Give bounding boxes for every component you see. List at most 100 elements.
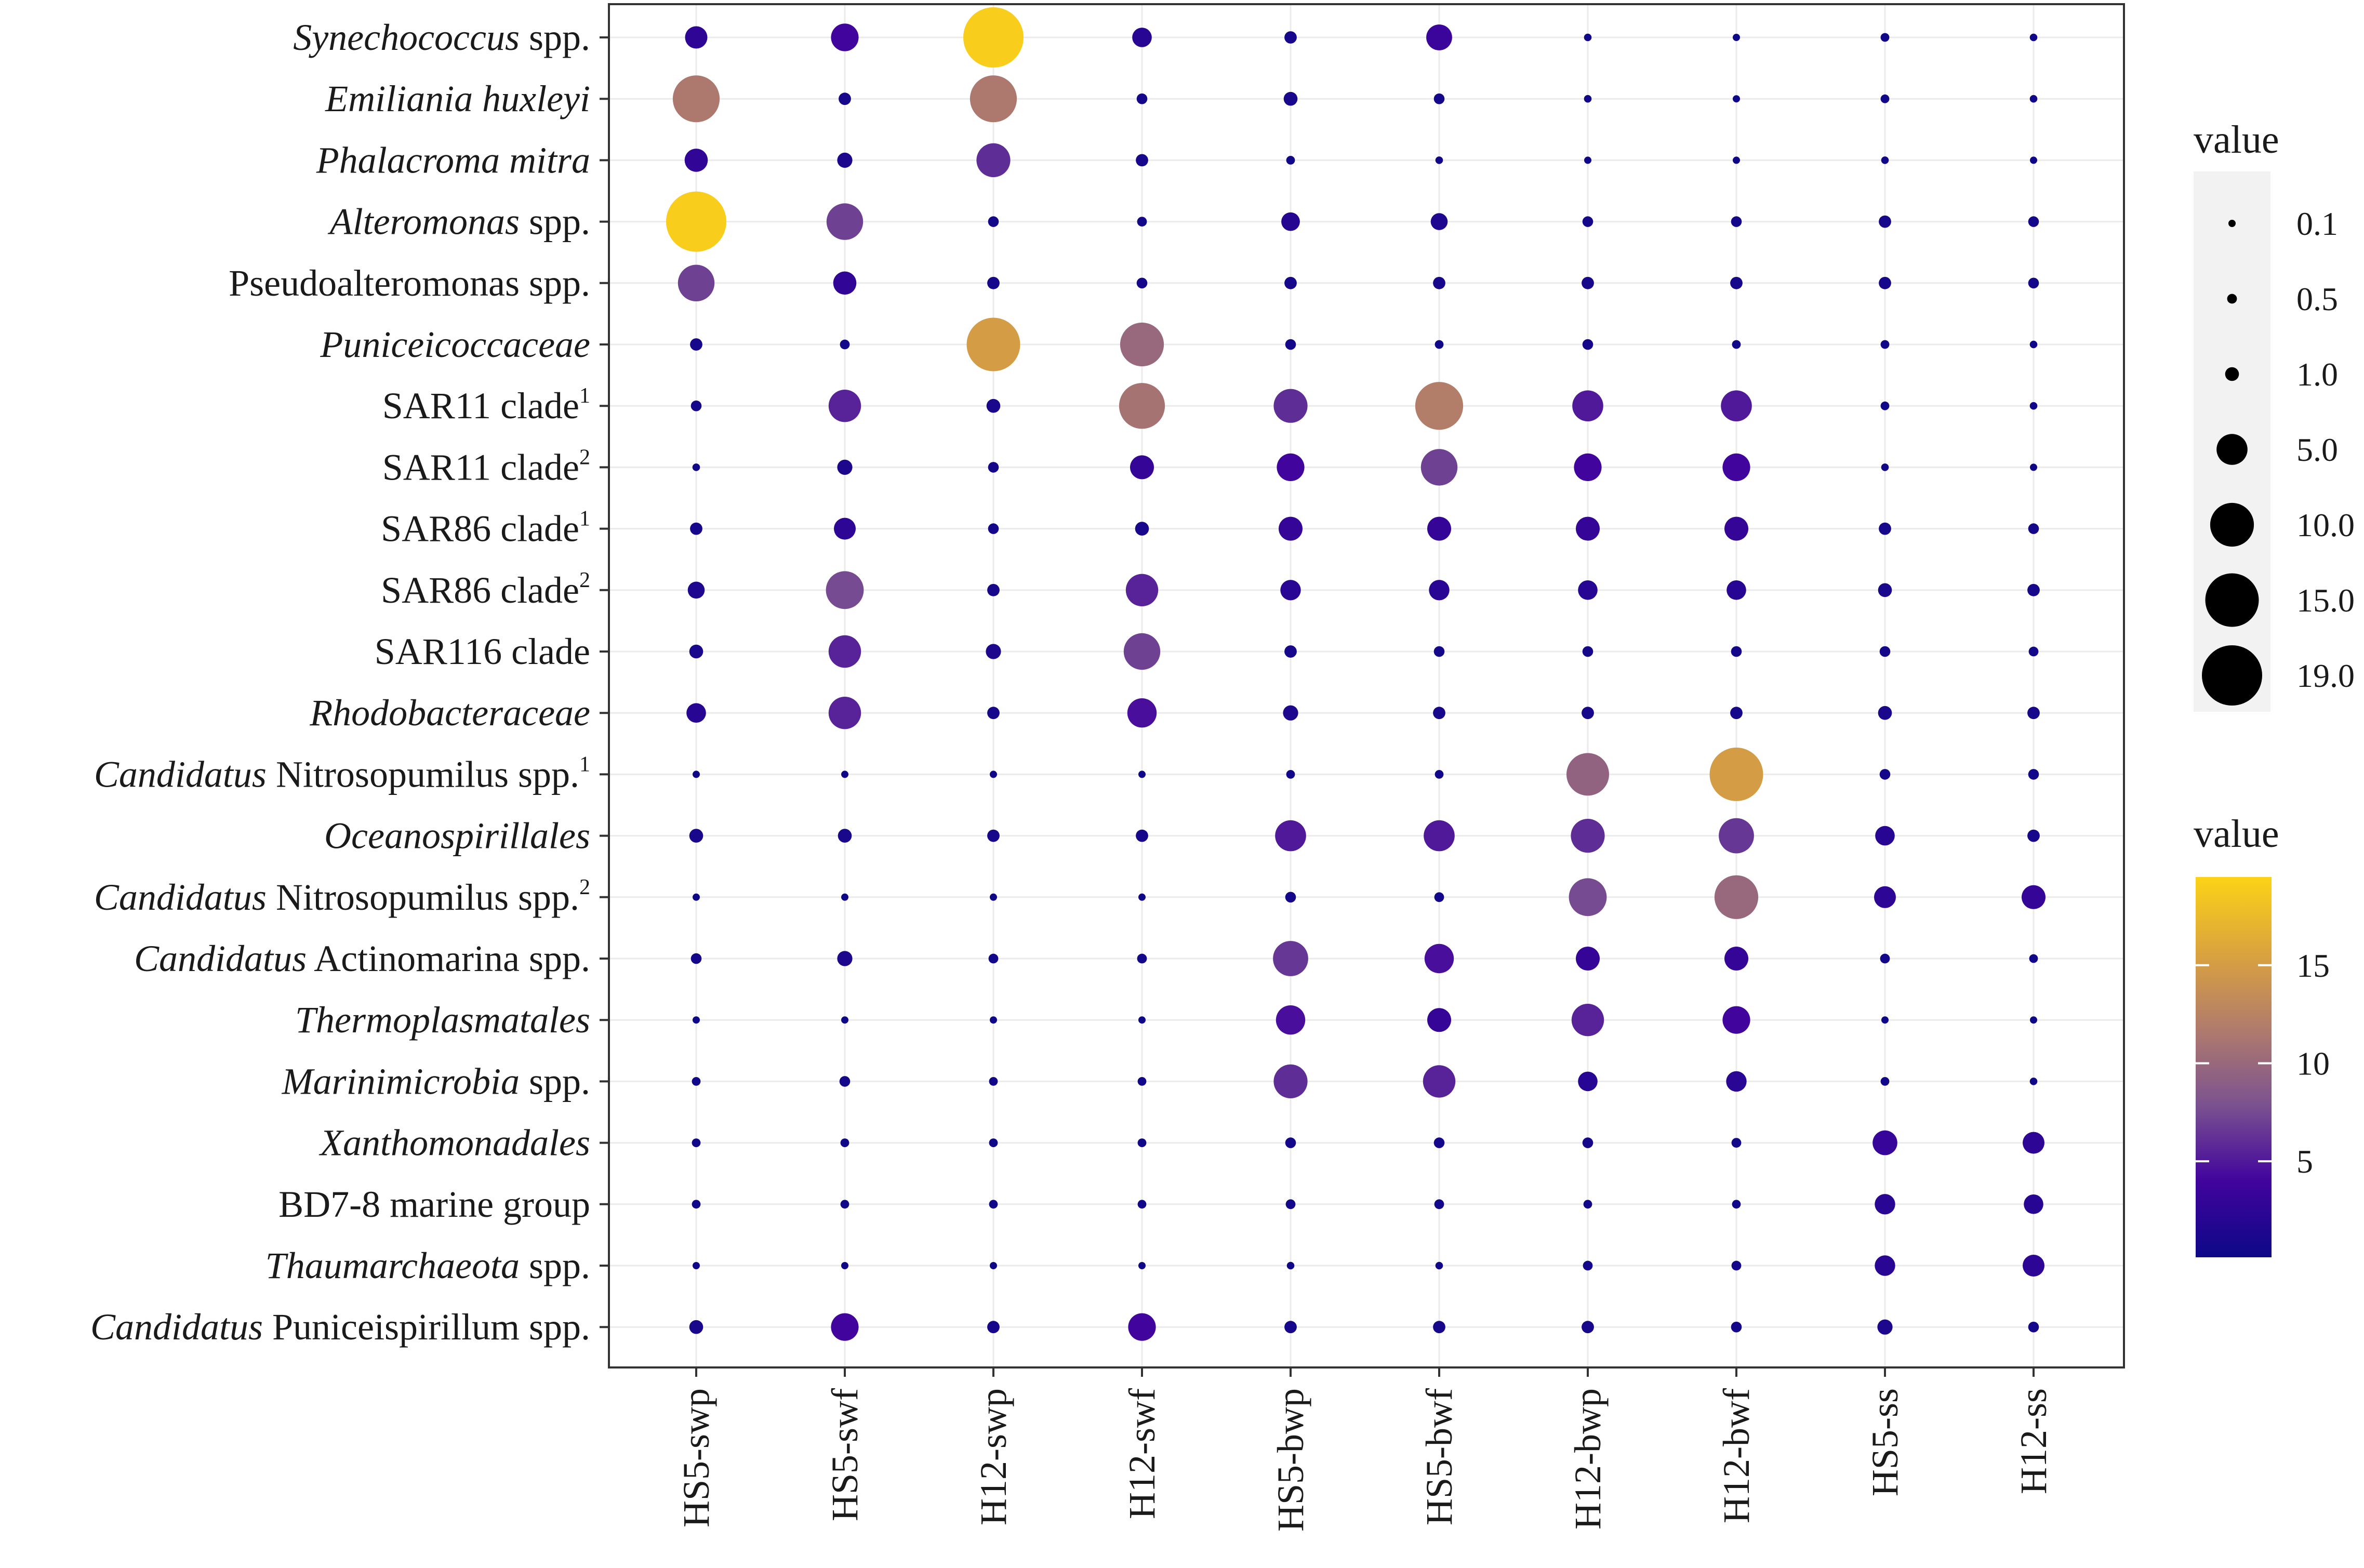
bubble-point — [1733, 34, 1740, 41]
bubble-point — [1733, 156, 1740, 164]
bubble-point — [1433, 646, 1445, 657]
bubble-point — [1285, 892, 1296, 903]
bubble-point — [1582, 1321, 1594, 1334]
bubble-point — [1127, 698, 1157, 728]
bubble-point — [1875, 826, 1895, 846]
bubble-point — [1566, 753, 1609, 796]
bubble-point — [841, 1016, 848, 1024]
bubble-point — [987, 829, 1000, 842]
bubble-point — [1136, 93, 1148, 104]
y-tick-label: Candidatus Nitrosopumilus spp.2 — [94, 875, 590, 918]
bubble-point — [1285, 1137, 1296, 1148]
bubble-point — [1574, 453, 1602, 482]
bubble-point — [1714, 875, 1759, 919]
bubble-point — [963, 7, 1024, 68]
bubble-point — [831, 23, 859, 51]
bubble-point — [1427, 516, 1451, 541]
size-legend-key — [2216, 434, 2248, 465]
size-legend: value 0.1 0.5 1.0 5.0 10.0 15.0 19.0 — [2194, 118, 2355, 712]
bubble-point — [1123, 633, 1161, 670]
bubble-point — [1130, 455, 1154, 480]
bubble-point — [1881, 156, 1889, 164]
bubble-point — [1578, 580, 1598, 600]
bubble-point — [2029, 33, 2038, 42]
bubble-point — [689, 1320, 703, 1334]
color-bar-label: 15 — [2296, 947, 2330, 984]
x-tick-label: HS5-bwf — [1418, 1388, 1460, 1525]
bubble-point — [1726, 1071, 1747, 1092]
size-legend-key — [2210, 502, 2254, 547]
size-legend-label: 19.0 — [2296, 657, 2355, 694]
bubble-point — [686, 703, 706, 723]
bubble-point — [1136, 829, 1148, 842]
bubble-point — [672, 75, 720, 123]
bubble-point — [840, 339, 850, 350]
bubble-point — [990, 1016, 997, 1024]
bubble-point — [2028, 646, 2039, 657]
bubble-point — [1433, 276, 1445, 289]
bubble-point — [1284, 1321, 1297, 1334]
bubble-point — [1880, 340, 1890, 349]
color-bar-label: 5 — [2296, 1143, 2313, 1180]
y-tick-label: Rhodobacteraceae — [309, 692, 590, 734]
bubble-point — [666, 191, 726, 252]
y-tick-label: Candidatus Actinomarina spp. — [134, 938, 590, 979]
bubble-point — [1719, 818, 1754, 854]
bubble-point — [1582, 339, 1593, 350]
bubble-point — [1582, 1137, 1593, 1148]
bubble-point — [1273, 941, 1308, 976]
y-tick-label: SAR86 clade1 — [381, 507, 590, 550]
bubble-point — [1721, 390, 1752, 421]
bubble-point — [1424, 820, 1455, 852]
bubble-point — [1569, 878, 1607, 916]
bubble-point — [2028, 769, 2039, 780]
bubble-point — [1878, 583, 1892, 597]
bubble-point — [1584, 95, 1592, 103]
bubble-point — [1128, 1313, 1156, 1341]
y-tick-label: SAR11 clade1 — [382, 384, 590, 427]
bubble-point — [987, 707, 1000, 720]
bubble-point — [988, 523, 999, 534]
bubble-point — [826, 203, 864, 240]
bubble-point — [1732, 1200, 1741, 1209]
bubble-point — [2027, 829, 2040, 842]
x-tick-label: H12-swp — [973, 1388, 1014, 1525]
bubble-point — [2028, 277, 2039, 289]
color-bar — [2196, 877, 2272, 1257]
bubble-point — [841, 893, 848, 901]
bubble-point — [678, 264, 715, 301]
bubble-point — [1137, 1138, 1147, 1148]
bubble-point — [1872, 1130, 1897, 1155]
bubble-point — [1284, 276, 1297, 289]
size-legend-key — [2228, 220, 2236, 227]
bubble-point — [1582, 707, 1594, 720]
bubble-point — [1279, 516, 1303, 541]
bubble-point — [690, 953, 702, 964]
bubble-point — [1135, 522, 1149, 536]
bubble-point — [1874, 886, 1896, 908]
bubble-point — [1879, 646, 1891, 657]
size-legend-label: 0.1 — [2296, 205, 2338, 242]
bubble-point — [1582, 216, 1593, 227]
y-tick-label: Oceanospirillales — [324, 815, 590, 857]
bubble-point — [831, 1313, 859, 1341]
bubble-point — [1137, 1077, 1147, 1086]
bubble-point — [2029, 954, 2038, 963]
bubble-point — [1881, 463, 1889, 471]
bubble-point — [839, 92, 851, 105]
bubble-point — [1576, 947, 1600, 971]
bubble-point — [2030, 1016, 2037, 1024]
bubble-point — [1733, 95, 1740, 103]
bubble-point — [1434, 1199, 1444, 1210]
y-tick-label: Puniceicoccaceae — [320, 324, 590, 365]
bubble-point — [1429, 580, 1450, 601]
size-legend-title: value — [2194, 118, 2279, 162]
bubble-point — [1277, 453, 1305, 482]
bubble-point — [828, 697, 861, 729]
bubble-point — [1284, 645, 1297, 658]
x-tick-label: H12-ss — [2013, 1388, 2054, 1494]
bubble-point — [1875, 1255, 1895, 1276]
bubble-point — [828, 635, 861, 668]
bubble-point — [687, 581, 705, 599]
bubble-point — [1731, 216, 1742, 227]
